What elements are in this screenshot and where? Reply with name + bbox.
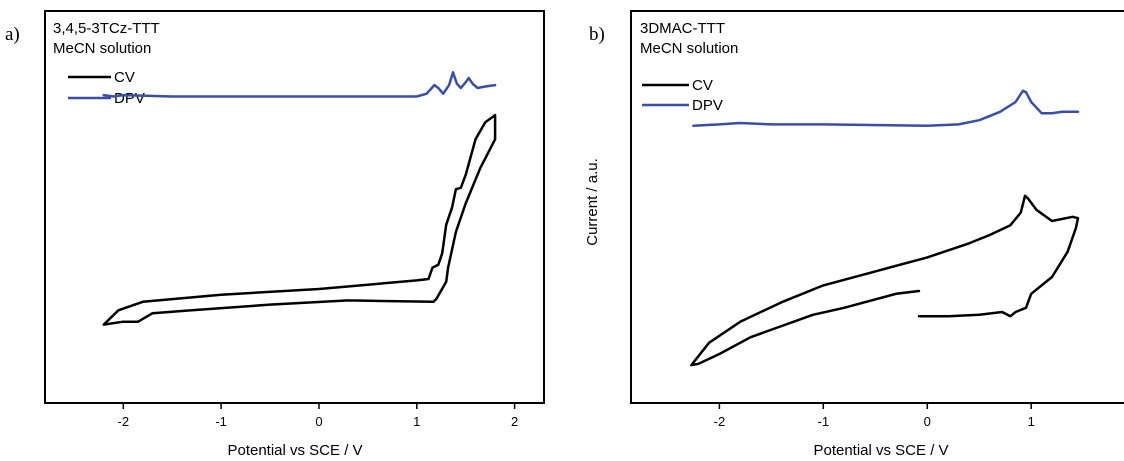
panel-b-x-tick-label: 0 — [924, 414, 931, 429]
panel-a-cv-trace — [102, 113, 497, 326]
panel-a: a) 3,4,5-3TCz-TTT MeCN solution CV DPV -… — [5, 10, 545, 459]
panel-b-legend-solvent: MeCN solution — [640, 40, 738, 57]
panel-b-x-tick-label: 1 — [1028, 414, 1035, 429]
panel-a-x-tick-label: 2 — [511, 414, 518, 429]
panel-b-dpv-trace — [692, 89, 1080, 128]
panel-b-legend-compound: 3DMAC-TTT — [640, 20, 725, 37]
panel-b-x-tick-label: -1 — [818, 414, 830, 429]
panel-a-x-tick-label: -2 — [118, 414, 130, 429]
panel-b-x-axis-label: Potential vs SCE / V — [813, 442, 948, 459]
panel-b-cv-trace — [690, 194, 1080, 367]
panel-a-x-tick-label: 0 — [315, 414, 322, 429]
panel-a-marks: -2 -1 0 1 2 — [102, 71, 518, 429]
panel-a-legend-dpv-label: DPV — [114, 90, 145, 107]
panel-b-legend-dpv-label: DPV — [692, 97, 723, 114]
panel-b-marks: -2 -1 0 1 — [690, 89, 1080, 429]
panel-a-x-tick-label: 1 — [413, 414, 420, 429]
panel-a-plot-frame — [44, 10, 545, 404]
panel-a-x-tick-label: -1 — [215, 414, 227, 429]
panel-a-x-axis-label: Potential vs SCE / V — [227, 442, 362, 459]
panel-b-letter: b) — [589, 24, 605, 45]
panel-a-legend-solvent: MeCN solution — [53, 40, 151, 57]
panel-b-y-axis-label: Current / a.u. — [584, 158, 601, 246]
panel-a-legend-cv-label: CV — [114, 69, 135, 86]
panel-b-legend-cv-label: CV — [692, 77, 713, 94]
panel-a-dpv-trace — [102, 71, 497, 98]
panel-a-legend-compound: 3,4,5-3TCz-TTT — [53, 20, 160, 37]
panel-a-letter: a) — [5, 24, 20, 45]
panel-b-x-tick-label: -2 — [714, 414, 726, 429]
panel-b: b) 3DMAC-TTT MeCN solution CV DPV -2 -1 0 1… — [584, 10, 1124, 459]
panel-b-plot-frame — [630, 10, 1124, 404]
